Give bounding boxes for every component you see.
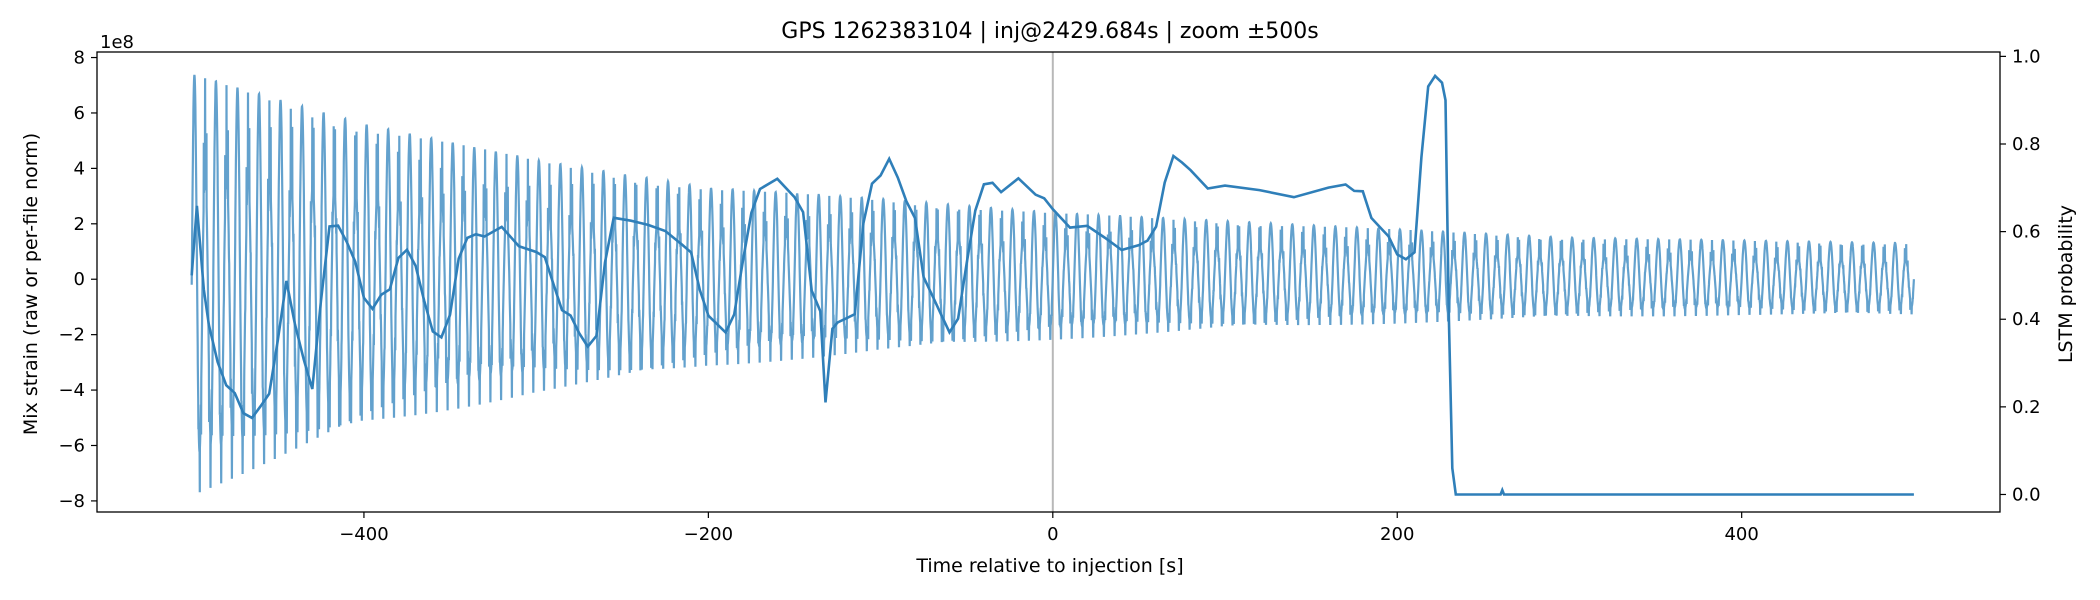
lstm-probability-line [190, 73, 1914, 496]
y-right-tick-label: 0.4 [2012, 309, 2041, 330]
y-left-tick-label: 8 [74, 48, 85, 69]
plot-area: −400 −200 0 200 400 −8 −6 −4 −2 0 2 4 6 8 0.0 0.2 0.4 0.6… [58, 46, 2040, 545]
x-axis-label: Time relative to injection [s] [915, 555, 1183, 577]
strain-series-line [190, 74, 1915, 493]
y-right-tick-label: 0.6 [2012, 222, 2041, 243]
y-axis-offset-label: 1e8 [100, 32, 134, 53]
y-right-tick-label: 0.8 [2012, 134, 2041, 155]
y-axis-left-label: Mix strain (raw or per-file norm) [20, 133, 42, 435]
y-axis-right-label: LSTM probability [2055, 205, 2077, 363]
x-tick-label: 200 [1380, 524, 1414, 545]
y-left-tick-label: −4 [58, 380, 85, 401]
y-left-tick-label: 2 [74, 214, 85, 235]
x-tick-label: −400 [339, 524, 388, 545]
plot-clip-group [190, 52, 1915, 512]
y-left-tick-label: −2 [58, 325, 85, 346]
y-right-tick-label: 1.0 [2012, 46, 2041, 67]
y-left-tick-label: −8 [58, 491, 85, 512]
y-left-tick-label: 6 [74, 103, 85, 124]
y-right-tick-label: 0.0 [2012, 484, 2041, 505]
chart-title: GPS 1262383104 | inj@2429.684s | zoom ±5… [781, 19, 1318, 44]
y-left-tick-label: −6 [58, 435, 85, 456]
y-left-tick-label: 0 [74, 269, 85, 290]
x-tick-label: −200 [684, 524, 733, 545]
x-tick-label: 0 [1047, 524, 1058, 545]
y-right-tick-label: 0.2 [2012, 397, 2041, 418]
axes-frame [96, 51, 2001, 513]
x-tick-label: 400 [1724, 524, 1758, 545]
y-left-tick-label: 4 [74, 158, 85, 179]
